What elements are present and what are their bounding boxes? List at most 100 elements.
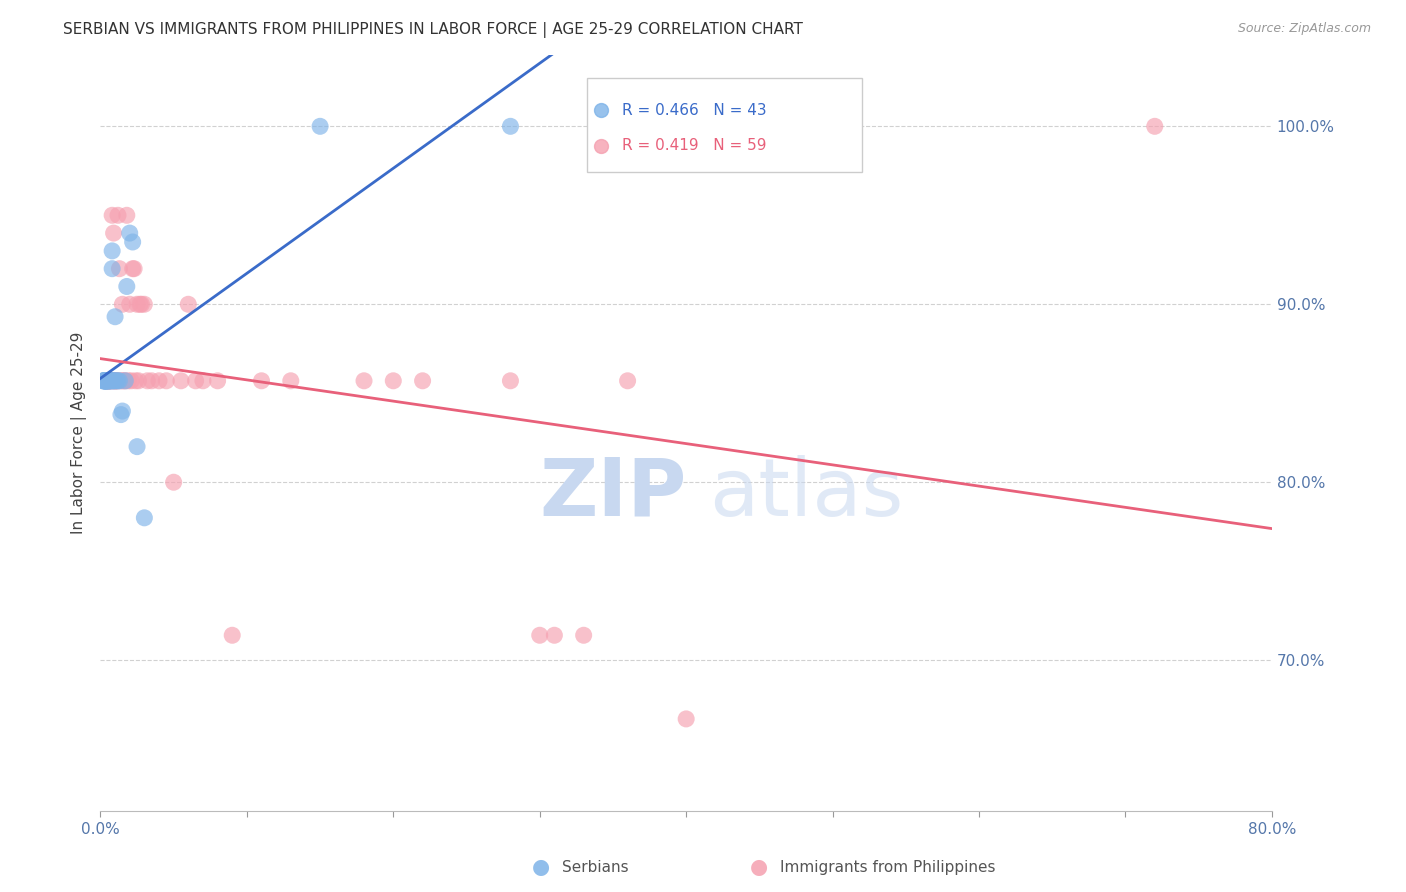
Point: [104, 374, 127, 388]
Point: [108, 374, 131, 388]
Text: R = 0.419   N = 59: R = 0.419 N = 59: [621, 138, 766, 153]
Point: [105, 374, 128, 388]
Point: [221, 628, 243, 642]
Point: [107, 208, 129, 222]
Point: [98, 374, 121, 388]
Point: [125, 440, 148, 454]
Point: [499, 374, 522, 388]
Point: [100, 374, 122, 388]
Point: [412, 374, 434, 388]
Point: [96, 374, 118, 388]
Point: [97, 374, 120, 388]
Point: [93, 374, 115, 388]
Text: ZIP: ZIP: [538, 455, 686, 533]
Point: [94, 374, 117, 388]
Point: [110, 374, 132, 388]
Point: [96, 374, 118, 388]
Point: [382, 374, 405, 388]
Point: [128, 374, 150, 388]
Point: [98, 374, 121, 388]
Text: ●: ●: [751, 857, 768, 877]
Point: [124, 374, 146, 388]
Point: [125, 297, 148, 311]
Point: [111, 404, 134, 418]
Point: [121, 235, 143, 249]
Point: [107, 374, 129, 388]
Point: [105, 374, 128, 388]
Point: [280, 374, 302, 388]
Point: [98, 374, 121, 388]
Point: [97, 374, 120, 388]
Point: [108, 261, 131, 276]
Point: [101, 374, 124, 388]
Point: [122, 261, 145, 276]
Point: [93, 374, 115, 388]
Point: [101, 374, 124, 388]
Point: [94, 374, 117, 388]
Point: [114, 374, 136, 388]
Point: [191, 374, 214, 388]
Point: [309, 120, 332, 134]
Point: [170, 374, 193, 388]
Point: [543, 628, 565, 642]
Point: [94, 374, 117, 388]
Point: [104, 310, 127, 324]
Y-axis label: In Labor Force | Age 25-29: In Labor Force | Age 25-29: [72, 332, 87, 534]
Point: [121, 261, 143, 276]
Text: atlas: atlas: [710, 455, 904, 533]
Point: [97, 374, 120, 388]
Point: [94, 374, 117, 388]
Point: [110, 408, 132, 422]
Point: [353, 374, 375, 388]
Point: [148, 374, 170, 388]
Point: [572, 628, 595, 642]
Point: [103, 226, 125, 240]
Text: ●: ●: [533, 857, 550, 877]
Text: SERBIAN VS IMMIGRANTS FROM PHILIPPINES IN LABOR FORCE | AGE 25-29 CORRELATION CH: SERBIAN VS IMMIGRANTS FROM PHILIPPINES I…: [63, 22, 803, 38]
Text: Source: ZipAtlas.com: Source: ZipAtlas.com: [1237, 22, 1371, 36]
Point: [131, 297, 153, 311]
Point: [97, 374, 120, 388]
Point: [111, 297, 134, 311]
Point: [117, 374, 139, 388]
Point: [97, 374, 120, 388]
Point: [101, 208, 124, 222]
FancyBboxPatch shape: [586, 78, 862, 172]
Point: [163, 475, 186, 490]
Point: [100, 374, 122, 388]
Point: [112, 374, 135, 388]
Point: [104, 374, 127, 388]
Point: [100, 374, 122, 388]
Point: [134, 297, 156, 311]
Point: [529, 628, 551, 642]
Point: [96, 374, 118, 388]
Point: [184, 374, 207, 388]
Point: [97, 374, 120, 388]
Point: [96, 374, 118, 388]
Point: [675, 712, 697, 726]
Point: [103, 374, 125, 388]
Point: [94, 374, 117, 388]
Point: [141, 374, 163, 388]
Point: [115, 279, 138, 293]
Point: [499, 120, 522, 134]
Point: [134, 511, 156, 525]
Point: [118, 297, 141, 311]
Point: [105, 374, 128, 388]
Point: [93, 374, 115, 388]
Point: [129, 297, 152, 311]
Text: R = 0.466   N = 43: R = 0.466 N = 43: [621, 103, 766, 118]
Point: [94, 374, 117, 388]
Point: [103, 374, 125, 388]
Point: [115, 208, 138, 222]
Point: [177, 297, 200, 311]
Point: [103, 374, 125, 388]
Point: [120, 374, 142, 388]
Text: Immigrants from Philippines: Immigrants from Philippines: [780, 860, 995, 874]
Point: [136, 374, 159, 388]
Point: [250, 374, 273, 388]
Point: [104, 374, 127, 388]
Point: [96, 374, 118, 388]
Point: [207, 374, 229, 388]
Point: [616, 374, 638, 388]
